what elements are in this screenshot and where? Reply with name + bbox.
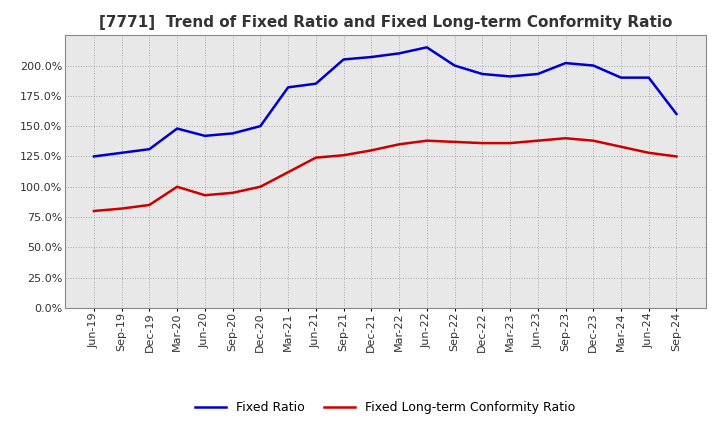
Fixed Ratio xyxy=(117,150,126,155)
Fixed Ratio xyxy=(228,131,237,136)
Line: Fixed Long-term Conformity Ratio: Fixed Long-term Conformity Ratio xyxy=(94,138,677,211)
Fixed Ratio xyxy=(145,147,154,152)
Fixed Long-term Conformity Ratio xyxy=(589,138,598,143)
Fixed Ratio xyxy=(367,55,376,60)
Fixed Ratio xyxy=(672,111,681,117)
Fixed Ratio xyxy=(284,84,292,90)
Fixed Long-term Conformity Ratio xyxy=(478,140,487,146)
Fixed Ratio xyxy=(339,57,348,62)
Fixed Long-term Conformity Ratio xyxy=(173,184,181,189)
Fixed Ratio xyxy=(534,71,542,77)
Fixed Long-term Conformity Ratio xyxy=(89,209,98,214)
Fixed Long-term Conformity Ratio xyxy=(505,140,514,146)
Fixed Long-term Conformity Ratio xyxy=(228,190,237,195)
Fixed Long-term Conformity Ratio xyxy=(672,154,681,159)
Fixed Ratio xyxy=(561,60,570,66)
Fixed Long-term Conformity Ratio xyxy=(450,139,459,144)
Fixed Long-term Conformity Ratio xyxy=(201,193,210,198)
Fixed Long-term Conformity Ratio xyxy=(423,138,431,143)
Line: Fixed Ratio: Fixed Ratio xyxy=(94,48,677,157)
Fixed Long-term Conformity Ratio xyxy=(616,144,625,150)
Fixed Ratio xyxy=(450,63,459,68)
Fixed Ratio xyxy=(644,75,653,80)
Fixed Ratio xyxy=(616,75,625,80)
Fixed Long-term Conformity Ratio xyxy=(256,184,265,189)
Title: [7771]  Trend of Fixed Ratio and Fixed Long-term Conformity Ratio: [7771] Trend of Fixed Ratio and Fixed Lo… xyxy=(99,15,672,30)
Fixed Ratio xyxy=(173,126,181,131)
Fixed Ratio xyxy=(256,124,265,129)
Fixed Ratio xyxy=(89,154,98,159)
Fixed Long-term Conformity Ratio xyxy=(367,148,376,153)
Fixed Long-term Conformity Ratio xyxy=(284,169,292,175)
Fixed Long-term Conformity Ratio xyxy=(117,206,126,211)
Fixed Long-term Conformity Ratio xyxy=(312,155,320,160)
Fixed Ratio xyxy=(423,45,431,50)
Fixed Long-term Conformity Ratio xyxy=(339,153,348,158)
Fixed Long-term Conformity Ratio xyxy=(561,136,570,141)
Fixed Long-term Conformity Ratio xyxy=(145,202,154,208)
Fixed Ratio xyxy=(312,81,320,86)
Fixed Ratio xyxy=(589,63,598,68)
Fixed Ratio xyxy=(505,74,514,79)
Legend: Fixed Ratio, Fixed Long-term Conformity Ratio: Fixed Ratio, Fixed Long-term Conformity … xyxy=(190,396,580,419)
Fixed Long-term Conformity Ratio xyxy=(644,150,653,155)
Fixed Long-term Conformity Ratio xyxy=(534,138,542,143)
Fixed Ratio xyxy=(478,71,487,77)
Fixed Long-term Conformity Ratio xyxy=(395,142,403,147)
Fixed Ratio xyxy=(395,51,403,56)
Fixed Ratio xyxy=(201,133,210,139)
